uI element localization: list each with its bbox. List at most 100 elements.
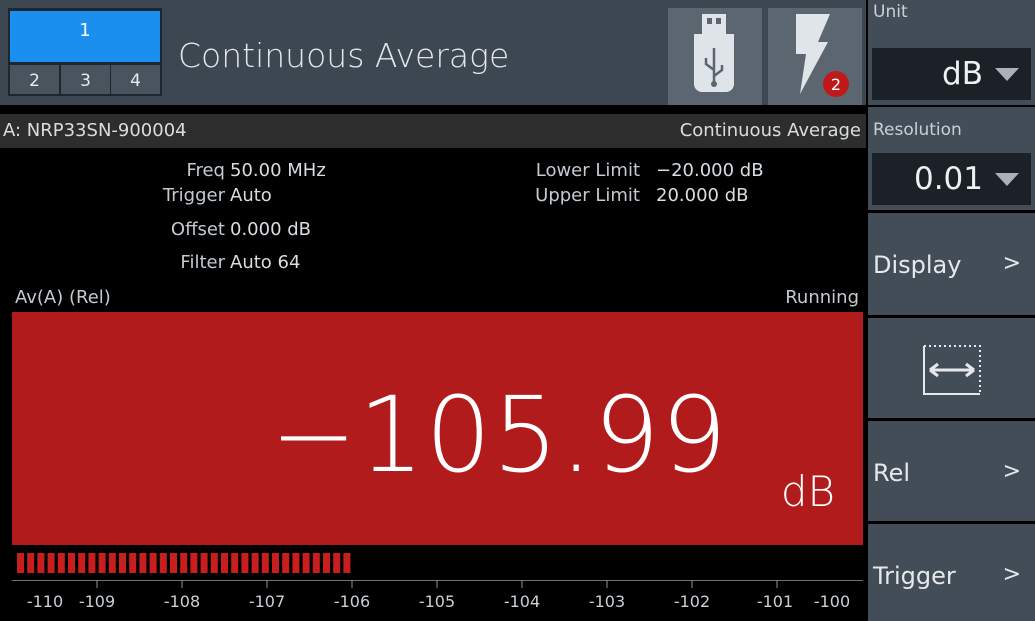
scale-label: -102 (673, 592, 711, 611)
bar-segment (190, 553, 198, 573)
bar-segment (312, 553, 320, 573)
bar-segment (119, 553, 126, 573)
unit-value: dB (942, 56, 983, 92)
setting-value: Auto 64 (230, 252, 301, 273)
chevron: > (1002, 251, 1021, 276)
bar-segment (170, 553, 177, 573)
scale-label: -100 (813, 592, 851, 611)
setting-value: Auto (230, 185, 272, 206)
scale-label: -103 (588, 592, 626, 611)
notification-badge: 2 (823, 71, 849, 97)
scale-label: -109 (78, 592, 116, 611)
window-tab[interactable]: 4 (111, 65, 160, 94)
bar-segment (139, 553, 147, 573)
range-button[interactable] (868, 318, 1035, 418)
usb-icon (694, 14, 734, 92)
setting-value: 0.000 dB (230, 219, 312, 240)
button-label: Display (873, 251, 962, 279)
bar-segment (302, 553, 310, 573)
unit-panel: Unit dB (868, 0, 1035, 105)
setting-label: Filter (180, 252, 225, 273)
scale-label: -101 (756, 592, 794, 611)
function-label: Av(A) (Rel) (15, 287, 111, 308)
bar-segment (323, 553, 330, 573)
bar-segments (17, 553, 351, 573)
scale-label: -110 (26, 592, 64, 611)
sensor-name: A: NRP33SN-900004 (3, 120, 187, 141)
bar-segment (292, 553, 300, 573)
window-tabs: 1 2 3 4 (8, 8, 162, 96)
bar-segment (17, 553, 24, 573)
sensor-mode: Continuous Average (679, 120, 861, 141)
limit-label: Upper Limit (535, 185, 640, 206)
scale-label: -108 (163, 592, 201, 611)
limit-value: 20.000 dB (656, 185, 749, 206)
bar-segment (68, 553, 75, 573)
screen-title: Continuous Average (178, 36, 510, 75)
display-button[interactable]: Display > (868, 213, 1035, 315)
dropdown-arrow (995, 68, 1019, 81)
button-label: Trigger (873, 562, 956, 590)
bar-segment (231, 553, 239, 573)
scale-label: -105 (418, 592, 456, 611)
window-tab[interactable]: 1 (10, 11, 160, 62)
bar-segment (159, 553, 167, 573)
bar-segment (129, 553, 137, 573)
top-bar: 1 2 3 4 Continuous Average 2 (0, 0, 866, 105)
bar-segment (343, 553, 351, 573)
setting-label: Offset (170, 219, 225, 240)
bar-segment (261, 553, 269, 573)
dropdown-arrow (995, 173, 1019, 186)
bar-segment (108, 553, 116, 573)
bar-segment (241, 553, 249, 573)
bar-segment (47, 553, 55, 573)
bar-segment (37, 553, 45, 573)
unit-label: Unit (873, 2, 908, 22)
bar-segment (200, 553, 208, 573)
bar-segment (88, 553, 96, 573)
reading-unit: dB (780, 467, 835, 516)
resolution-label: Resolution (873, 120, 962, 140)
bar-segment (98, 553, 106, 573)
window-tab[interactable]: 3 (61, 65, 110, 94)
reading-panel: −105.99 dB (12, 312, 863, 545)
limit-label: Lower Limit (535, 160, 640, 181)
status-label: Running (785, 287, 859, 308)
unit-dropdown[interactable]: dB (872, 48, 1031, 100)
setting-label: Trigger (162, 185, 225, 206)
resolution-panel: Resolution 0.01 (868, 107, 1035, 210)
resolution-dropdown[interactable]: 0.01 (872, 153, 1031, 205)
bar-segment (221, 553, 228, 573)
setting-value: 50.00 MHz (230, 160, 326, 181)
bar-segment (180, 553, 188, 573)
bar-segment (27, 553, 35, 573)
window-tab[interactable]: 2 (10, 65, 59, 94)
bar-segment (149, 553, 157, 573)
bar-segment (251, 553, 259, 573)
flash-icon (796, 14, 830, 94)
bar-graph (12, 545, 863, 581)
bar-segment (282, 553, 290, 573)
bar-segment (57, 553, 65, 573)
chevron: > (1002, 562, 1021, 587)
trigger-button[interactable]: Trigger > (868, 524, 1035, 621)
bar-segment (210, 553, 218, 573)
rel-button[interactable]: Rel > (868, 421, 1035, 521)
chevron: > (1002, 459, 1021, 484)
scale-label: -107 (248, 592, 286, 611)
scale-ticks (96, 580, 778, 588)
reading-value: −105.99 (269, 374, 728, 496)
range-icon (923, 345, 981, 395)
resolution-value: 0.01 (913, 161, 983, 197)
limit-value: −20.000 dB (656, 160, 764, 181)
button-label: Rel (873, 459, 911, 487)
scale-label: -106 (333, 592, 371, 611)
setting-label: Freq (186, 160, 225, 181)
notification-button[interactable]: 2 (768, 8, 862, 105)
bar-segment (78, 553, 86, 573)
scale-label: -104 (503, 592, 541, 611)
usb-button[interactable] (668, 8, 762, 105)
bar-segment (333, 553, 341, 573)
sensor-row: A: NRP33SN-900004 Continuous Average (0, 114, 866, 148)
